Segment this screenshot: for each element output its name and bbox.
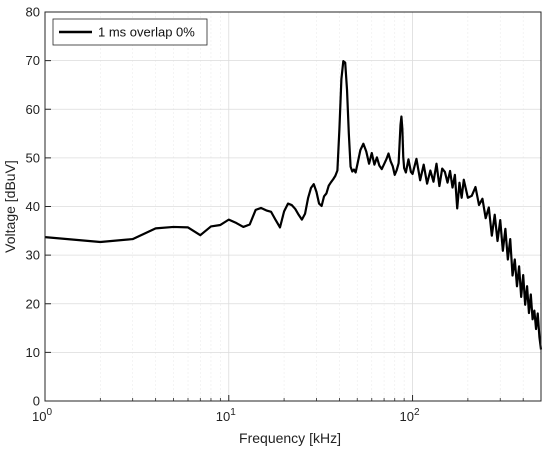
- y-tick-label: 80: [26, 5, 40, 20]
- legend: 1 ms overlap 0%: [52, 18, 208, 46]
- y-tick-label: 20: [26, 296, 40, 311]
- series-layer: [44, 60, 543, 350]
- y-tick-label: 50: [26, 150, 40, 165]
- axis-ticks: [44, 11, 542, 402]
- y-tick-label: 0: [33, 394, 40, 409]
- y-tick-label: 70: [26, 53, 40, 68]
- legend-label: 1 ms overlap 0%: [98, 25, 195, 40]
- x-tick-label: 102: [400, 407, 420, 424]
- x-tick-label: 101: [216, 407, 236, 424]
- y-tick-label: 60: [26, 102, 40, 117]
- x-tick-label: 100: [32, 407, 52, 424]
- x-axis-title: Frequency [kHz]: [239, 430, 341, 446]
- y-tick-label: 10: [26, 345, 40, 360]
- y-axis-title: Voltage [dBuV]: [2, 160, 18, 253]
- series-line: [44, 60, 543, 350]
- y-tick-label: 30: [26, 248, 40, 263]
- y-tick-label: 40: [26, 199, 40, 214]
